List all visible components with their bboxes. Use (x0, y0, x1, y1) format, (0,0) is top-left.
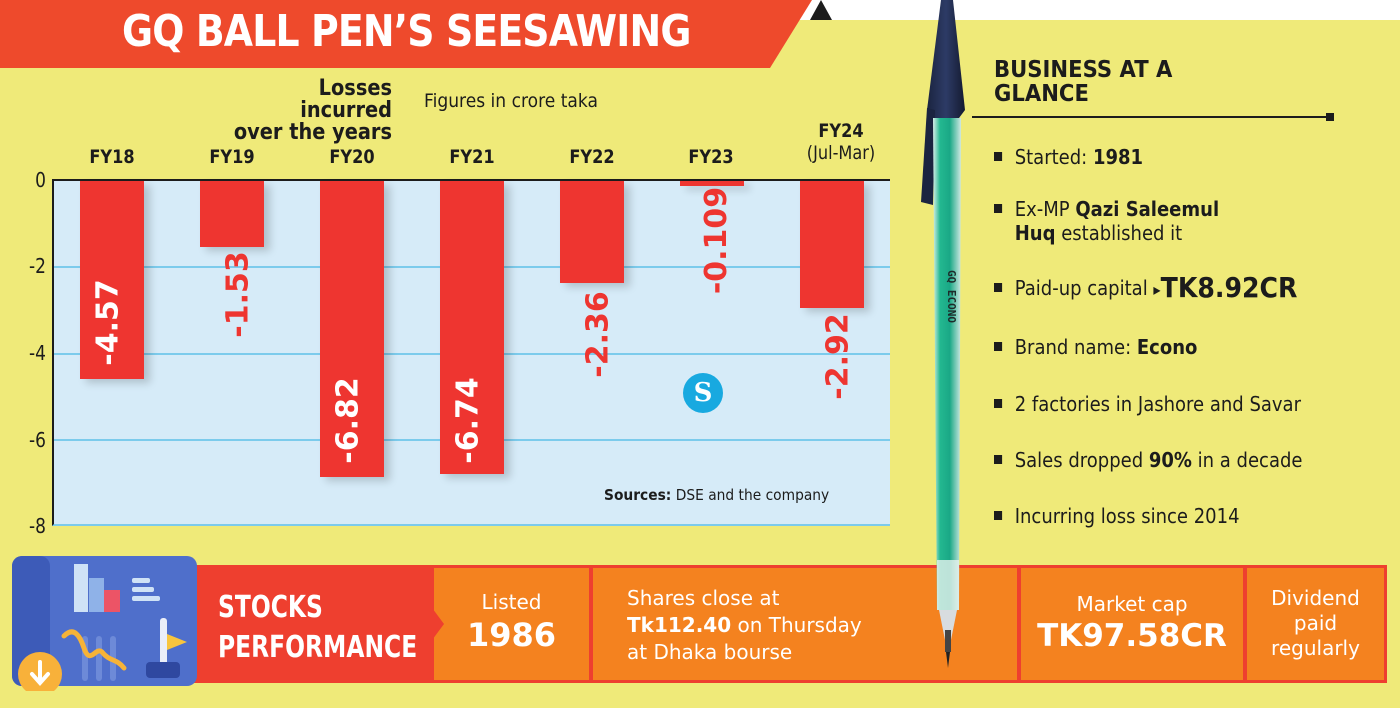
value-label-fy19: -1.53 (220, 251, 256, 338)
business-item-founder: Ex-MP Qazi Saleemul Huq established it (994, 197, 1219, 245)
bar-fy20 (320, 181, 384, 477)
dividend-line2: paid (1293, 611, 1338, 635)
bar-fy18 (80, 181, 144, 379)
category-label-fy22: FY22 (569, 146, 615, 168)
shares-line1: Shares close at (627, 586, 780, 610)
chart-subtitle: Losses incurred over the years (223, 78, 392, 144)
market-cap-label: Market cap (1076, 592, 1188, 616)
bar-fy19 (200, 181, 264, 247)
listed-value: 1986 (466, 616, 557, 654)
shares-price: Tk112.40 (627, 613, 732, 637)
chart-units: Figures in crore taka (424, 90, 598, 112)
value-label-fy20: -6.82 (330, 377, 366, 464)
item-bold: Econo (1136, 335, 1198, 359)
bullet-square-icon (994, 511, 1003, 520)
pen-brand-text: GQ ECONO (945, 270, 958, 323)
publisher-logo-icon: S (683, 373, 723, 413)
category-label-fy24-line1: FY24 (818, 120, 864, 142)
business-item-started: Started: 1981 (994, 145, 1143, 169)
business-title-line2: GLANCE (994, 81, 1089, 107)
business-item-sales: Sales dropped 90% in a decade (994, 448, 1302, 472)
bar-fy23 (680, 181, 744, 186)
y-tick-neg6: -6 (29, 428, 46, 452)
category-label-fy19: FY19 (209, 146, 255, 168)
item-text: Sales dropped (1014, 448, 1149, 472)
category-label-fy18: FY18 (89, 146, 135, 168)
item-bold: 1981 (1092, 145, 1144, 169)
bullet-square-icon (994, 283, 1003, 292)
market-cap-value: TK97.58CR (1037, 618, 1227, 654)
dividend-line3: regularly (1271, 636, 1360, 660)
arrow-right-icon: ▸ (1153, 280, 1161, 299)
bullet-square-icon (994, 455, 1003, 464)
y-tick-neg4: -4 (29, 341, 46, 365)
category-label-fy21: FY21 (449, 146, 495, 168)
stocks-market-cap-cell: Market cap TK97.58CR (1021, 568, 1243, 680)
bullet-square-icon (994, 204, 1003, 213)
item-text: Paid-up capital (1014, 276, 1154, 300)
business-title-line1: BUSINESS AT A (994, 57, 1173, 83)
stocks-dividend-cell: Dividend paid regularly (1247, 568, 1384, 680)
value-label-fy18: -4.57 (90, 279, 126, 366)
item-text: Incurring loss since 2014 (1014, 504, 1240, 528)
shares-line2: on Thursday (731, 613, 862, 637)
stocks-performance-label: STOCKS PERFORMANCE (218, 588, 417, 668)
dividend-line1: Dividend (1271, 586, 1360, 610)
listed-label: Listed (481, 590, 542, 614)
item-bold: 90% (1148, 448, 1192, 472)
item-text: Started: (1014, 145, 1093, 169)
category-label-fy20: FY20 (329, 146, 375, 168)
bar-fy22 (560, 181, 624, 283)
item-text: Brand name: (1014, 335, 1137, 359)
chart-subtitle-line1: Losses incurred (300, 76, 392, 123)
stocks-listed-cell: Listed 1986 (434, 568, 589, 680)
title-banner (0, 0, 812, 68)
value-label-fy23: -0.109 (699, 186, 735, 295)
item-text: 2 factories in Jashore and Savar (1014, 392, 1301, 416)
item-bold: Qazi Saleemul (1075, 197, 1220, 221)
value-label-fy21: -6.74 (450, 377, 486, 464)
category-label-fy23: FY23 (688, 146, 734, 168)
banner-triangle-decoration (810, 0, 832, 20)
y-tick-neg2: -2 (29, 254, 46, 278)
page-title: GQ BALL PEN’S SEESAWING (122, 6, 691, 57)
value-label-fy24: -2.92 (820, 313, 856, 400)
business-item-capital: Paid-up capital ▸TK8.92CR (994, 274, 1297, 302)
chart-sources: Sources: DSE and the company (604, 486, 829, 504)
stocks-label-line1: STOCKS (218, 590, 323, 625)
business-item-factories: 2 factories in Jashore and Savar (994, 392, 1301, 416)
category-label-fy24-line2: (Jul-Mar) (806, 142, 876, 164)
business-item-brand: Brand name: Econo (994, 335, 1197, 359)
value-label-fy22: -2.36 (580, 291, 616, 378)
business-divider-end-icon (1326, 113, 1334, 121)
y-tick-0: 0 (35, 168, 46, 192)
y-tick-neg8: -8 (29, 514, 46, 538)
ball-pen-illustration-icon: GQ ECONO (921, 0, 965, 668)
shares-line3: at Dhaka bourse (627, 640, 793, 664)
item-text: established it (1055, 221, 1183, 245)
bullet-square-icon (994, 342, 1003, 351)
bar-fy21 (440, 181, 504, 474)
chart-subtitle-line2: over the years (233, 120, 392, 145)
bullet-square-icon (994, 399, 1003, 408)
bullet-square-icon (994, 152, 1003, 161)
sources-label: Sources: (604, 486, 672, 504)
sources-text: DSE and the company (671, 486, 830, 504)
stock-chart-illustration-icon (12, 556, 197, 691)
chart-plot-area: -4.57 -1.53 -6.82 -6.74 -2.36 -0.109 -2.… (52, 179, 890, 526)
item-text: in a decade (1191, 448, 1303, 472)
business-title: BUSINESS AT A GLANCE (994, 58, 1172, 106)
item-text: Ex-MP (1014, 197, 1076, 221)
item-bold: Huq (1014, 221, 1056, 245)
business-item-loss: Incurring loss since 2014 (994, 504, 1240, 528)
bar-fy24 (800, 181, 864, 308)
business-divider (972, 116, 1332, 118)
category-label-fy24: FY24 (Jul-Mar) (790, 120, 892, 164)
item-bold: TK8.92CR (1160, 271, 1298, 304)
stocks-label-line2: PERFORMANCE (218, 630, 418, 665)
